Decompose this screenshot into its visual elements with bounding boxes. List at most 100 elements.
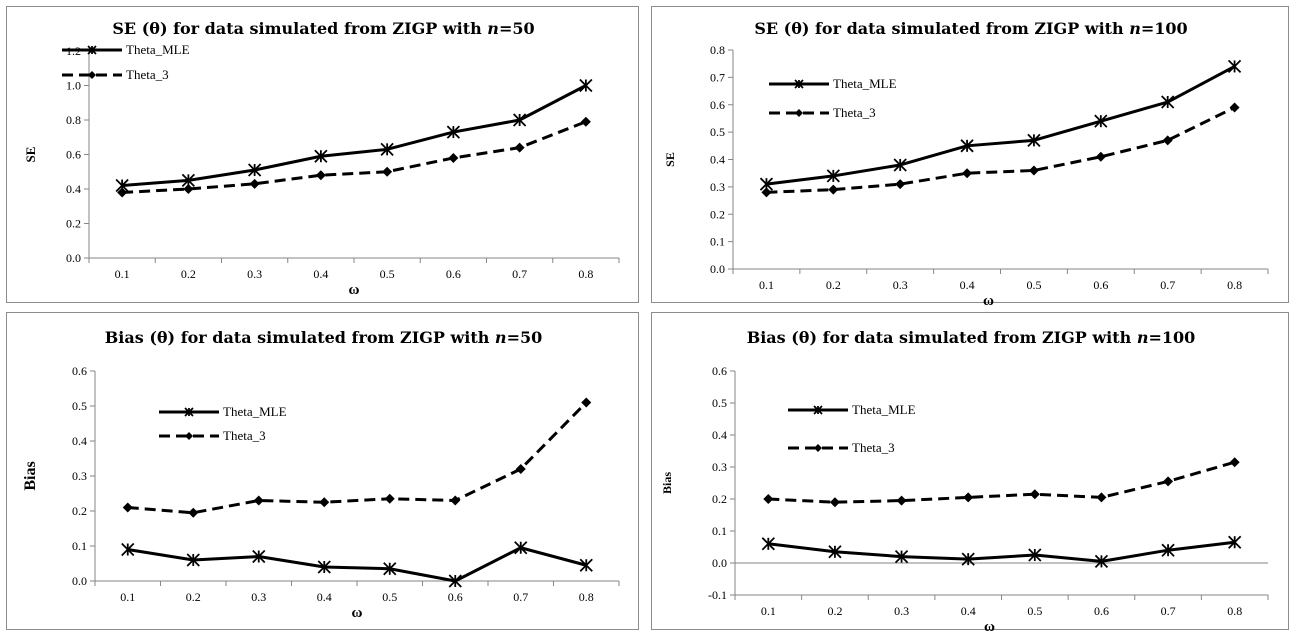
series-theta-mle — [761, 535, 1242, 569]
chart-panel-bias-n100: Bias (θ) for data simulated from ZIGP wi… — [651, 312, 1289, 631]
data-point — [315, 170, 326, 181]
x-tick-label: 0.4 — [317, 590, 332, 604]
series-line — [127, 546, 587, 583]
y-axis-label: Bias — [660, 472, 674, 494]
x-axis-label: ω — [983, 293, 994, 309]
y-tick-label: 0.6 — [72, 364, 87, 378]
legend-marker — [795, 109, 803, 117]
chart-panel-se-n100: SE (θ) for data simulated from ZIGP with… — [651, 6, 1289, 309]
data-point — [121, 542, 135, 557]
y-tick-label: 0.5 — [710, 125, 725, 139]
y-axis-label: SE — [23, 147, 38, 163]
y-tick-label: 0.3 — [72, 469, 87, 483]
data-point — [960, 139, 974, 153]
legend-label: Theta_3 — [852, 440, 895, 455]
x-tick-label: 0.1 — [759, 278, 774, 292]
legend-marker — [813, 405, 823, 415]
series-line — [122, 84, 587, 188]
y-axis-label: Bias — [22, 461, 39, 490]
data-point — [826, 169, 840, 183]
chart-bias-n100: Bias (θ) for data simulated from ZIGP wi… — [660, 328, 1269, 631]
x-tick-label: 0.1 — [115, 267, 130, 281]
data-point — [450, 495, 461, 506]
legend-marker — [184, 407, 194, 417]
series-line — [768, 540, 1235, 563]
x-tick-label: 0.3 — [893, 278, 908, 292]
y-axis-label: SE — [663, 152, 677, 167]
data-point — [314, 149, 328, 163]
y-tick-label: 0.5 — [712, 396, 727, 410]
y-tick-label: 0.4 — [710, 153, 725, 167]
chart-se-n100: SE (θ) for data simulated from ZIGP with… — [663, 19, 1269, 309]
data-point — [1028, 548, 1042, 562]
legend-label: Theta_3 — [126, 67, 169, 82]
series-theta-mle — [121, 541, 593, 588]
data-point — [1162, 135, 1173, 146]
y-tick-label: 0.2 — [72, 504, 87, 518]
legend-label: Theta_MLE — [223, 404, 287, 419]
x-tick-label: 0.5 — [382, 590, 397, 604]
legend-marker — [88, 71, 96, 79]
data-point — [380, 142, 394, 156]
data-point — [894, 549, 909, 564]
chart-se-n50: SE (θ) for data simulated from ZIGP with… — [23, 19, 620, 298]
x-tick-label: 0.3 — [894, 604, 909, 618]
y-tick-label: 0.2 — [66, 217, 81, 231]
data-point — [183, 184, 194, 194]
y-tick-label: 0.2 — [710, 207, 725, 221]
data-point — [1228, 535, 1242, 549]
x-tick-label: 0.5 — [1026, 278, 1041, 292]
series-line — [122, 120, 587, 194]
x-tick-label: 0.7 — [512, 267, 527, 281]
data-point — [383, 562, 397, 576]
data-point — [1029, 489, 1040, 500]
y-tick-label: 0.4 — [66, 182, 81, 196]
chart-bias-n50: Bias (θ) for data simulated from ZIGP wi… — [22, 328, 620, 621]
data-point — [512, 113, 527, 127]
series-theta-mle — [115, 78, 593, 193]
x-axis-label: ω — [352, 605, 363, 621]
chart-panel-bias-n50: Bias (θ) for data simulated from ZIGP wi… — [6, 312, 639, 630]
y-tick-label: 0.3 — [712, 460, 727, 474]
series-line — [768, 460, 1236, 504]
data-point — [581, 397, 592, 408]
data-point — [249, 178, 260, 189]
y-tick-label: 1.0 — [66, 79, 81, 93]
x-tick-label: 0.6 — [446, 267, 461, 281]
x-tick-label: 0.7 — [1160, 278, 1175, 292]
series-theta-3 — [117, 116, 591, 198]
y-tick-label: 0.6 — [710, 98, 725, 112]
y-tick-label: 0.1 — [712, 524, 727, 538]
data-point — [1095, 151, 1106, 162]
x-tick-label: 0.5 — [1027, 604, 1042, 618]
legend-marker — [794, 79, 804, 89]
y-tick-label: 0.2 — [712, 492, 727, 506]
data-point — [1229, 102, 1240, 113]
data-point — [253, 495, 264, 506]
x-tick-label: 0.6 — [448, 590, 463, 604]
y-tick-label: -0.1 — [708, 588, 727, 602]
data-point — [382, 166, 393, 177]
data-point — [1229, 457, 1240, 468]
legend-label: Theta_MLE — [126, 42, 190, 57]
y-tick-label: 0.1 — [710, 235, 725, 249]
data-point — [186, 553, 200, 567]
x-tick-label: 0.8 — [578, 267, 593, 281]
x-tick-label: 0.7 — [513, 590, 528, 604]
data-point — [1096, 492, 1107, 503]
x-tick-label: 0.8 — [1227, 604, 1242, 618]
y-tick-label: 0.1 — [72, 539, 87, 553]
y-tick-label: 0.5 — [72, 399, 87, 413]
data-point — [763, 494, 774, 504]
data-point — [188, 507, 199, 518]
x-tick-label: 0.4 — [960, 278, 975, 292]
data-point — [117, 187, 128, 198]
data-point — [317, 560, 331, 574]
data-point — [579, 558, 593, 572]
data-point — [761, 187, 772, 198]
data-point — [1163, 476, 1174, 487]
data-point — [514, 541, 528, 555]
x-tick-label: 0.1 — [761, 604, 776, 618]
legend-label: Theta_MLE — [833, 76, 897, 91]
data-point — [1027, 133, 1041, 147]
